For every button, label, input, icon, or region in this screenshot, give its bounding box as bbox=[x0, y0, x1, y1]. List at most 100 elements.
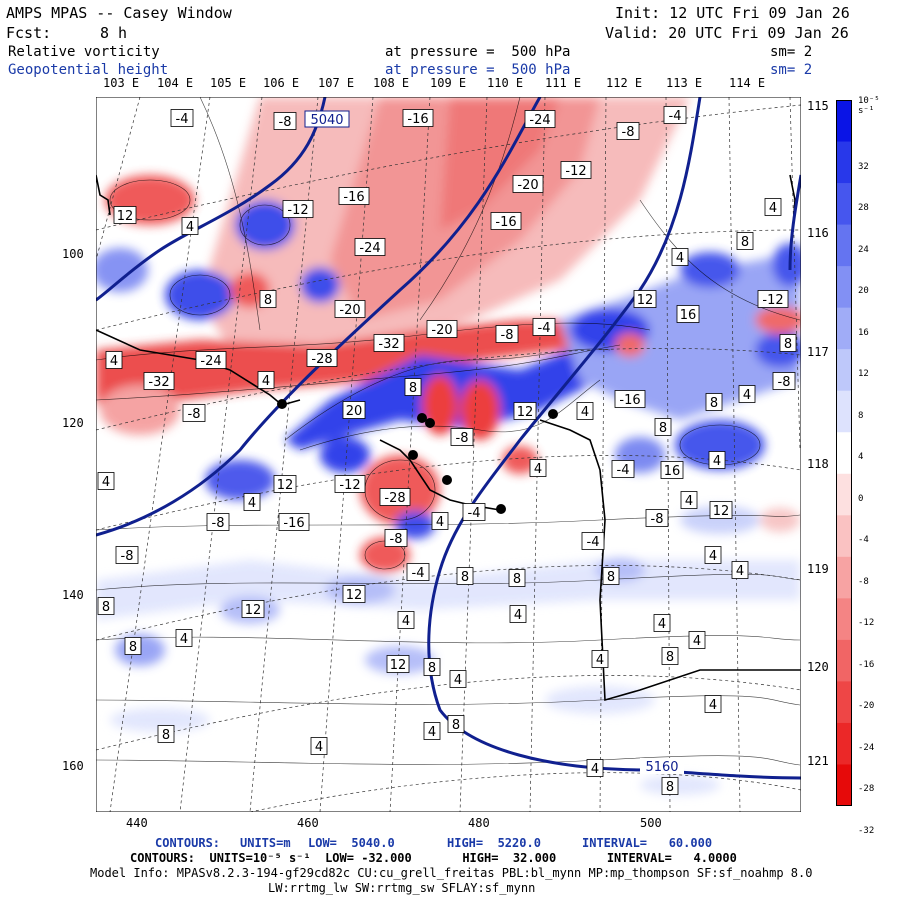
vorticity-label-box bbox=[654, 418, 672, 436]
colorbar-unit: 10⁻⁵ s⁻¹ bbox=[858, 96, 880, 116]
vorticity-label: 8 bbox=[264, 293, 272, 308]
colorbar-tick-label: 28 bbox=[858, 203, 869, 214]
right-lon-label: 121 E bbox=[807, 754, 844, 768]
vorticity-label: -20 bbox=[431, 323, 452, 338]
vorticity-label: 4 bbox=[685, 494, 693, 509]
vorticity-label-box bbox=[342, 585, 366, 603]
lon-label: 111 E bbox=[545, 76, 582, 90]
vorticity-label-box bbox=[676, 305, 700, 323]
vorticity-label: 8 bbox=[452, 718, 460, 733]
vorticity-label-box bbox=[508, 569, 526, 587]
vorticity-label-box bbox=[704, 546, 722, 564]
vorticity-label: 4 bbox=[180, 632, 188, 647]
vorticity-label-box bbox=[680, 491, 698, 509]
vorticity-label-box bbox=[157, 725, 175, 743]
field2-level: at pressure = 500 hPa bbox=[385, 62, 571, 78]
vorticity-label: -4 bbox=[669, 109, 682, 124]
vorticity-label: 8 bbox=[129, 640, 137, 655]
vorticity-label-box bbox=[708, 451, 726, 469]
x-axis-label: 500 bbox=[640, 816, 662, 830]
vorticity-label-box bbox=[404, 378, 422, 396]
vorticity-label-box bbox=[447, 715, 465, 733]
vorticity-label-box bbox=[431, 512, 449, 530]
vorticity-label: 16 bbox=[680, 308, 697, 323]
lon-label: 114 E bbox=[729, 76, 766, 90]
forecast-value: 8 h bbox=[100, 24, 128, 42]
vorticity-label: -4 bbox=[617, 463, 630, 478]
vorticity-label-box bbox=[259, 290, 277, 308]
field1-level: at pressure = 500 hPa bbox=[385, 44, 571, 60]
vorticity-label-box bbox=[688, 631, 706, 649]
vorticity-label-box bbox=[97, 472, 115, 490]
vorticity-label-box bbox=[373, 334, 405, 352]
vorticity-label: 4 bbox=[248, 496, 256, 511]
vorticity-label-box bbox=[379, 488, 411, 506]
vorticity-contour-labels: -4 -8 -16 -24 -8 -4 -12 -20 -16 -12 12 4 -16 4 8 4 -24 8 -… bbox=[97, 106, 797, 795]
vorticity-label-box bbox=[449, 670, 467, 688]
colorbar-tick-label: -24 bbox=[858, 742, 875, 753]
vorticity-label: 4 bbox=[436, 515, 444, 530]
x-axis-label: 440 bbox=[126, 816, 148, 830]
vorticity-label-box bbox=[779, 334, 797, 352]
vorticity-label-box bbox=[206, 513, 230, 531]
map-panel: 5040 5160 -4 -8 -16 -24 -8 -4 -12 -20 -16 -12 12 4-… bbox=[96, 97, 801, 812]
vorticity-label: 12 bbox=[117, 209, 134, 224]
footer-vorticity-contours: CONTOURS: UNITS=10⁻⁵ s⁻¹ LOW= -32.000 HI… bbox=[130, 851, 737, 865]
colorbar-swatch bbox=[836, 722, 852, 765]
colorbar-swatch bbox=[836, 473, 852, 516]
vorticity-label-box bbox=[661, 647, 679, 665]
vorticity-label: 8 bbox=[666, 780, 674, 795]
vorticity-label-box bbox=[764, 198, 782, 216]
vorticity-label: 12 bbox=[517, 405, 534, 420]
station-markers bbox=[277, 399, 558, 514]
vorticity-label: -8 bbox=[456, 431, 469, 446]
vorticity-label: -32 bbox=[378, 337, 399, 352]
vorticity-label: -16 bbox=[495, 215, 516, 230]
y-axis-label: 160 bbox=[62, 759, 84, 773]
y-axis-label: 140 bbox=[62, 588, 84, 602]
vorticity-label-box bbox=[611, 460, 635, 478]
vorticity-label: 4 bbox=[709, 698, 717, 713]
vorticity-label-box bbox=[334, 475, 366, 493]
vorticity-label-box bbox=[195, 351, 227, 369]
vorticity-label-box bbox=[175, 629, 193, 647]
vorticity-label-box bbox=[704, 695, 722, 713]
vorticity-label-box bbox=[338, 187, 370, 205]
vorticity-label-box bbox=[581, 532, 605, 550]
colorbar-tick-label: 20 bbox=[858, 286, 869, 297]
vorticity-label: -16 bbox=[619, 393, 640, 408]
footer-model-info: Model Info: MPASv8.2.3-194-gf29cd82c CU:… bbox=[90, 866, 813, 880]
valid-time: Valid: 20 UTC Fri 09 Jan 26 bbox=[605, 24, 849, 42]
vorticity-label-box bbox=[560, 161, 592, 179]
field2-name: Geopotential height bbox=[8, 62, 169, 78]
vorticity-label-box bbox=[456, 567, 474, 585]
colorbar-tick-label: 32 bbox=[858, 161, 869, 172]
vorticity-label: -24 bbox=[359, 241, 380, 256]
vorticity-label-box bbox=[705, 393, 723, 411]
lon-label: 106 E bbox=[263, 76, 300, 90]
vorticity-label-box bbox=[124, 637, 142, 655]
vorticity-label-box bbox=[306, 349, 338, 367]
vorticity-label: -12 bbox=[762, 293, 783, 308]
lon-label: 104 E bbox=[157, 76, 194, 90]
colorbar-swatch bbox=[836, 556, 852, 599]
vorticity-label: 4 bbox=[736, 564, 744, 579]
colorbar-swatch bbox=[836, 307, 852, 350]
vorticity-label: 8 bbox=[666, 650, 674, 665]
right-lon-label: 120 E bbox=[807, 660, 844, 674]
vorticity-label: 8 bbox=[428, 661, 436, 676]
vorticity-label-box bbox=[386, 655, 410, 673]
vorticity-label: -8 bbox=[501, 328, 514, 343]
vorticity-label-box bbox=[736, 232, 754, 250]
colorbar-tick-label: -12 bbox=[858, 618, 875, 629]
right-lon-label: 115 E bbox=[807, 99, 844, 113]
vorticity-label: 8 bbox=[659, 421, 667, 436]
vorticity-label-box bbox=[462, 503, 486, 521]
vorticity-label-box bbox=[602, 567, 620, 585]
vorticity-label: 4 bbox=[743, 388, 751, 403]
vorticity-label: -4 bbox=[412, 566, 425, 581]
vorticity-label: 20 bbox=[346, 404, 363, 419]
vorticity-label: 4 bbox=[402, 614, 410, 629]
vorticity-label-box bbox=[423, 658, 441, 676]
height-label-5160: 5160 bbox=[645, 760, 678, 775]
